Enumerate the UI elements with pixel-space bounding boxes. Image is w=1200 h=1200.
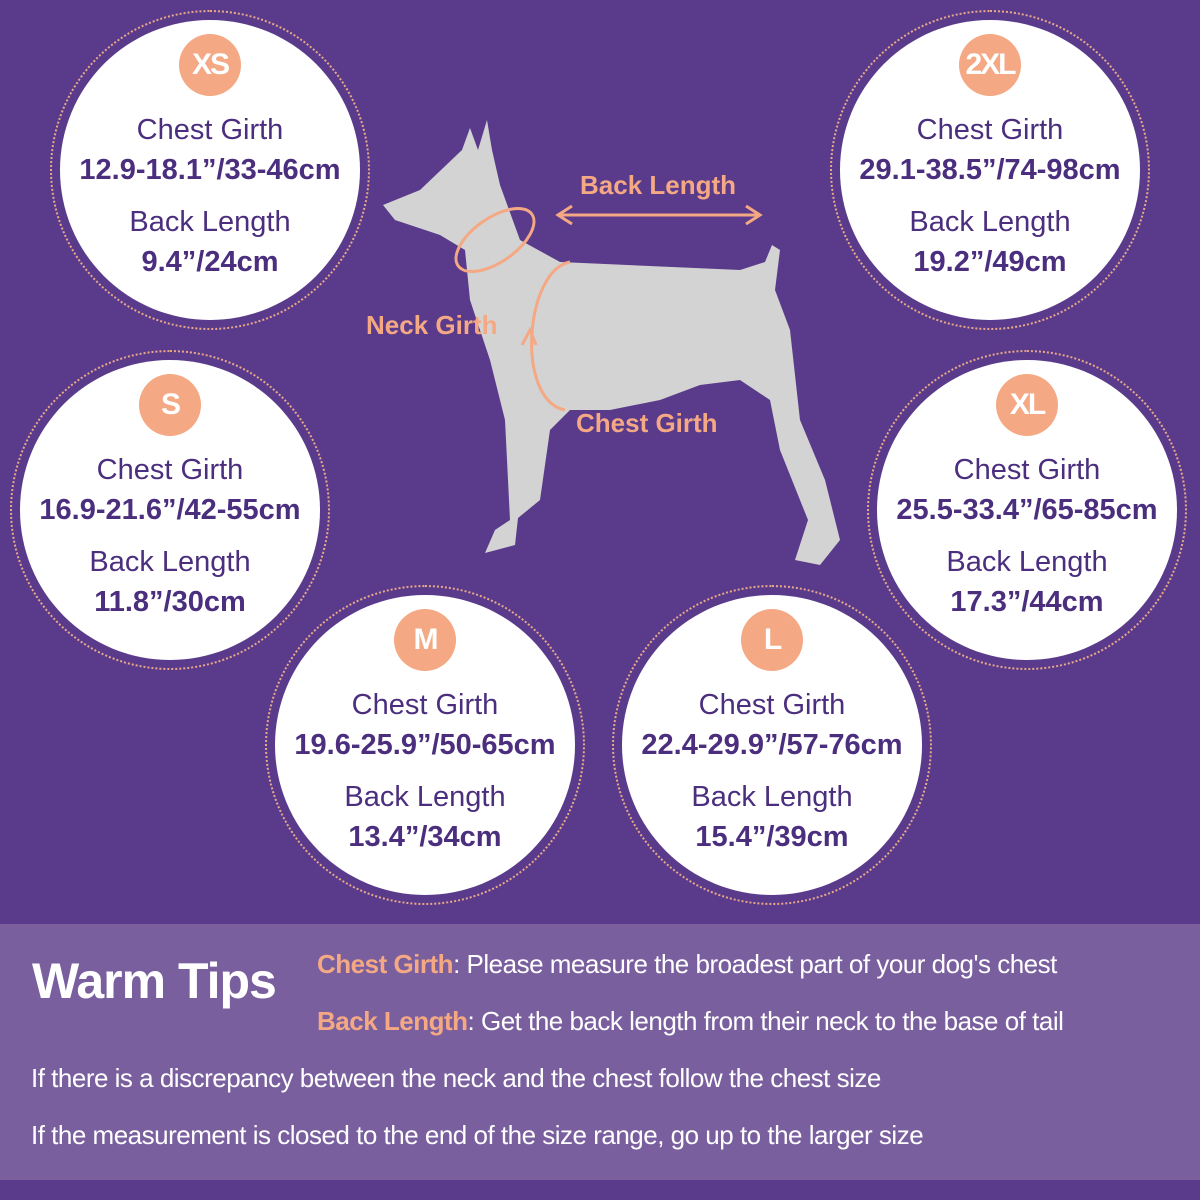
- tip-discrepancy: If there is a discrepancy between the ne…: [31, 1063, 881, 1093]
- chest-girth-label: Chest Girth: [576, 408, 718, 438]
- back-length-value: 11.8”/30cm: [94, 586, 246, 618]
- chest-girth-value: 12.9-18.1”/33-46cm: [79, 154, 341, 186]
- chest-girth-value: 25.5-33.4”/65-85cm: [896, 494, 1158, 526]
- size-card-xs: XS Chest Girth 12.9-18.1”/33-46cm Back L…: [50, 10, 370, 330]
- tip-size-range: If the measurement is closed to the end …: [31, 1120, 924, 1150]
- arrow-left-icon: [555, 204, 573, 226]
- back-length-heading: Back Length: [909, 206, 1071, 238]
- chest-girth-heading: Chest Girth: [351, 689, 499, 721]
- size-card-l: L Chest Girth 22.4-29.9”/57-76cm Back Le…: [612, 585, 932, 905]
- neck-girth-label: Neck Girth: [366, 310, 498, 340]
- chest-girth-heading: Chest Girth: [698, 689, 846, 721]
- size-badge: L: [741, 609, 803, 671]
- neck-girth-ring: [454, 207, 536, 273]
- warm-tips-panel: Warm Tips Chest Girth: Please measure th…: [0, 924, 1200, 1180]
- arrow-right-icon: [745, 204, 763, 226]
- chest-girth-heading: Chest Girth: [96, 454, 244, 486]
- back-length-heading: Back Length: [344, 781, 506, 813]
- back-length-heading: Back Length: [946, 546, 1108, 578]
- back-length-value: 9.4”/24cm: [141, 246, 279, 278]
- size-badge: XL: [996, 374, 1058, 436]
- chest-girth-heading: Chest Girth: [953, 454, 1101, 486]
- tip-chest-label: Chest Girth: [317, 949, 454, 979]
- dog-silhouette: [383, 120, 840, 565]
- tip-chest: Chest Girth: Please measure the broadest…: [317, 949, 1057, 980]
- warm-tips-title: Warm Tips: [32, 953, 277, 1009]
- size-card-2xl: 2XL Chest Girth 29.1-38.5”/74-98cm Back …: [830, 10, 1150, 330]
- chest-girth-heading: Chest Girth: [916, 114, 1064, 146]
- size-card-s: S Chest Girth 16.9-21.6”/42-55cm Back Le…: [10, 350, 330, 670]
- back-length-value: 13.4”/34cm: [348, 821, 502, 853]
- dog-diagram: [383, 120, 840, 565]
- chest-girth-value: 16.9-21.6”/42-55cm: [39, 494, 301, 526]
- back-length-heading: Back Length: [129, 206, 291, 238]
- back-length-heading: Back Length: [691, 781, 853, 813]
- chest-girth-value: 29.1-38.5”/74-98cm: [859, 154, 1121, 186]
- chest-girth-heading: Chest Girth: [136, 114, 284, 146]
- chest-girth-value: 22.4-29.9”/57-76cm: [641, 729, 903, 761]
- size-card-m: M Chest Girth 19.6-25.9”/50-65cm Back Le…: [265, 585, 585, 905]
- size-badge: S: [139, 374, 201, 436]
- size-card-xl: XL Chest Girth 25.5-33.4”/65-85cm Back L…: [867, 350, 1187, 670]
- chest-arrow-icon: [520, 326, 538, 346]
- tip-back: Back Length: Get the back length from th…: [317, 1006, 1064, 1037]
- tip-chest-text: : Please measure the broadest part of yo…: [453, 949, 1057, 979]
- back-length-label: Back Length: [580, 170, 737, 200]
- back-length-value: 19.2”/49cm: [913, 246, 1067, 278]
- tip-back-text: : Get the back length from their neck to…: [467, 1006, 1064, 1036]
- back-length-value: 15.4”/39cm: [695, 821, 849, 853]
- tip-back-label: Back Length: [317, 1006, 468, 1036]
- size-badge: M: [394, 609, 456, 671]
- size-badge: XS: [179, 34, 241, 96]
- back-length-heading: Back Length: [89, 546, 251, 578]
- back-length-value: 17.3”/44cm: [950, 586, 1104, 618]
- size-badge: 2XL: [959, 34, 1021, 96]
- chest-girth-value: 19.6-25.9”/50-65cm: [294, 729, 556, 761]
